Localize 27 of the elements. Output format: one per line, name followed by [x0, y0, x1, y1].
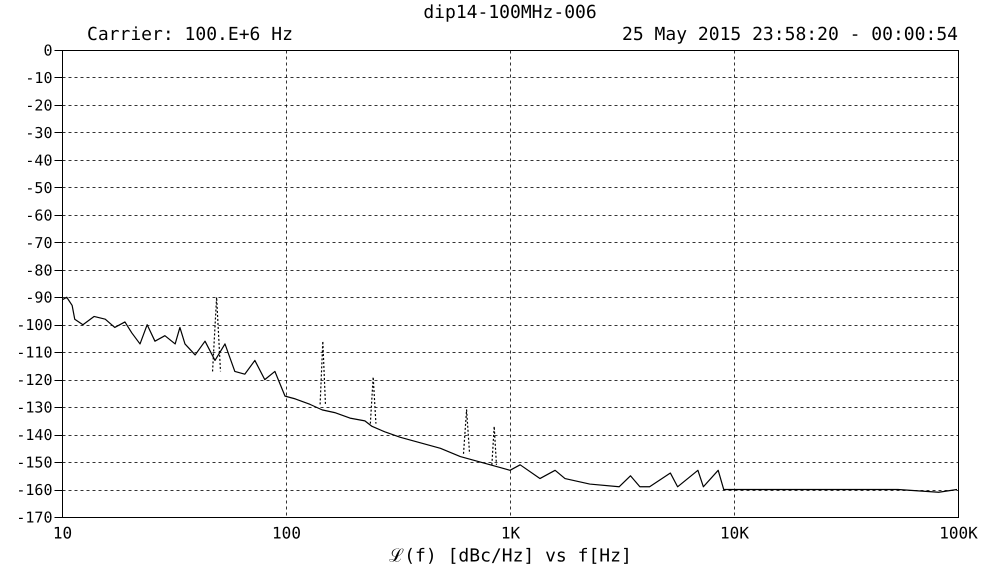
x-tick-label: 10 [52, 524, 72, 542]
x-tick-label: 1K [500, 524, 520, 542]
y-tick-label: -20 [25, 96, 52, 114]
x-tick-label: 100 [272, 524, 301, 542]
y-tick-label: -30 [25, 124, 52, 142]
y-tick-label: -130 [16, 398, 52, 417]
y-tick-label: -160 [16, 481, 52, 500]
y-tick-label: -80 [25, 261, 52, 280]
y-tick-label: -60 [25, 206, 52, 224]
y-tick-label: -110 [16, 344, 52, 362]
y-tick-label: -140 [16, 426, 52, 444]
y-tick-label: -100 [16, 316, 52, 334]
y-tick-label: -170 [16, 508, 52, 526]
y-tick-label: -120 [16, 371, 52, 390]
y-tick-label: 0 [43, 42, 52, 60]
y-tick-label: -10 [25, 68, 52, 87]
y-tick-label: -150 [16, 454, 52, 472]
chart-title: dip14-100MHz-006 [423, 2, 597, 23]
y-tick-label: -90 [25, 288, 52, 307]
chart-subtitle: 25 May 2015 23:58:20 - 00:00:54 [622, 24, 958, 45]
y-tick-label: -70 [25, 234, 52, 252]
y-tick-label: -40 [25, 151, 52, 170]
y-tick-label: -50 [25, 178, 52, 197]
x-axis-title: ℒ(f) [dBc/Hz] vs f[Hz] [389, 546, 632, 566]
x-tick-label: 10K [720, 524, 750, 542]
x-tick-label: 100K [939, 524, 978, 542]
text: Carrier: 100.E+6 Hz [87, 24, 293, 45]
